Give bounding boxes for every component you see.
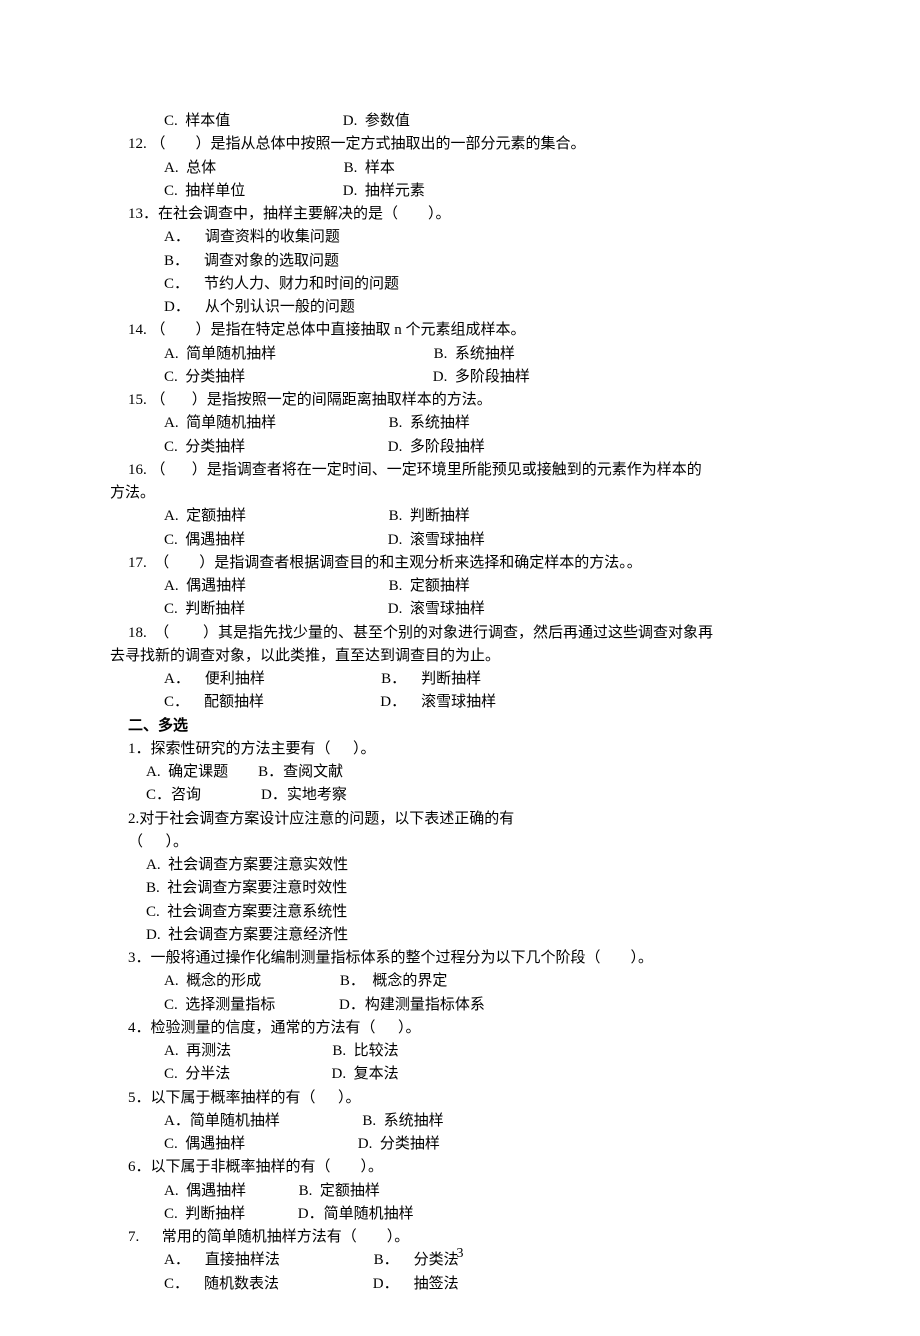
text-line: 14. （ ）是指在特定总体中直接抽取 n 个元素组成样本。 [110,319,810,342]
text-line: C．咨询 D．实地考察 [110,784,810,807]
text-line: C． 随机数表法 D． 抽签法 [110,1273,810,1296]
text-line: 16. （ ）是指调查者将在一定时间、一定环境里所能预见或接触到的元素作为样本的 [110,459,810,482]
text-line: 18. （ ）其是指先找少量的、甚至个别的对象进行调查，然后再通过这些调查对象再 [110,622,810,645]
text-line: C. 分类抽样 D. 多阶段抽样 [110,436,810,459]
text-line: C. 选择测量指标 D．构建测量指标体系 [110,994,810,1017]
text-line: C． 配额抽样 D． 滚雪球抽样 [110,691,810,714]
text-line: 13．在社会调查中，抽样主要解决的是（ ）。 [110,203,810,226]
text-line: C. 分类抽样 D. 多阶段抽样 [110,366,810,389]
text-line: D. 社会调查方案要注意经济性 [110,924,810,947]
text-line: B． 调查对象的选取问题 [110,250,810,273]
text-line: 二、多选 [110,715,810,738]
text-line: C. 样本值 D. 参数值 [110,110,810,133]
text-line: B. 社会调查方案要注意时效性 [110,877,810,900]
text-line: C. 社会调查方案要注意系统性 [110,901,810,924]
text-line: C. 偶遇抽样 D. 滚雪球抽样 [110,529,810,552]
text-line: 12. （ ）是指从总体中按照一定方式抽取出的一部分元素的集合。 [110,133,810,156]
text-line: A. 偶遇抽样 B. 定额抽样 [110,1180,810,1203]
text-line: A. 确定课题 B．查阅文献 [110,761,810,784]
text-line: C. 判断抽样 D. 滚雪球抽样 [110,598,810,621]
text-line: A. 简单随机抽样 B. 系统抽样 [110,343,810,366]
text-line: 5．以下属于概率抽样的有（ ）。 [110,1087,810,1110]
text-line: 方法。 [110,482,810,505]
text-line: 15. （ ）是指按照一定的间隔距离抽取样本的方法。 [110,389,810,412]
text-line: C. 偶遇抽样 D. 分类抽样 [110,1133,810,1156]
page-number: 3 [0,1246,920,1262]
text-line: （ ）。 [110,831,810,854]
text-line: A．简单随机抽样 B. 系统抽样 [110,1110,810,1133]
text-line: 6．以下属于非概率抽样的有（ ）。 [110,1156,810,1179]
text-line: 去寻找新的调查对象，以此类推，直至达到调查目的为止。 [110,645,810,668]
text-line: A. 概念的形成 B． 概念的界定 [110,970,810,993]
text-line: 17. （ ）是指调查者根据调查目的和主观分析来选择和确定样本的方法。。 [110,552,810,575]
text-line: C. 分半法 D. 复本法 [110,1063,810,1086]
text-line: 3．一般将通过操作化编制测量指标体系的整个过程分为以下几个阶段（ ）。 [110,947,810,970]
text-line: 2.对于社会调查方案设计应注意的问题，以下表述正确的有 [110,808,810,831]
text-line: A. 社会调查方案要注意实效性 [110,854,810,877]
text-line: 4．检验测量的信度，通常的方法有（ ）。 [110,1017,810,1040]
text-line: A. 再测法 B. 比较法 [110,1040,810,1063]
text-line: A. 偶遇抽样 B. 定额抽样 [110,575,810,598]
text-line: C. 抽样单位 D. 抽样元素 [110,180,810,203]
text-line: A． 便利抽样 B． 判断抽样 [110,668,810,691]
text-line: C． 节约人力、财力和时间的问题 [110,273,810,296]
text-line: A. 简单随机抽样 B. 系统抽样 [110,412,810,435]
text-line: A． 调查资料的收集问题 [110,226,810,249]
document-page: C. 样本值 D. 参数值12. （ ）是指从总体中按照一定方式抽取出的一部分元… [0,0,920,1336]
text-line: 1．探索性研究的方法主要有（ ）。 [110,738,810,761]
text-line: C. 判断抽样 D．简单随机抽样 [110,1203,810,1226]
text-line: D． 从个别认识一般的问题 [110,296,810,319]
text-line: A. 定额抽样 B. 判断抽样 [110,505,810,528]
text-line: A. 总体 B. 样本 [110,157,810,180]
